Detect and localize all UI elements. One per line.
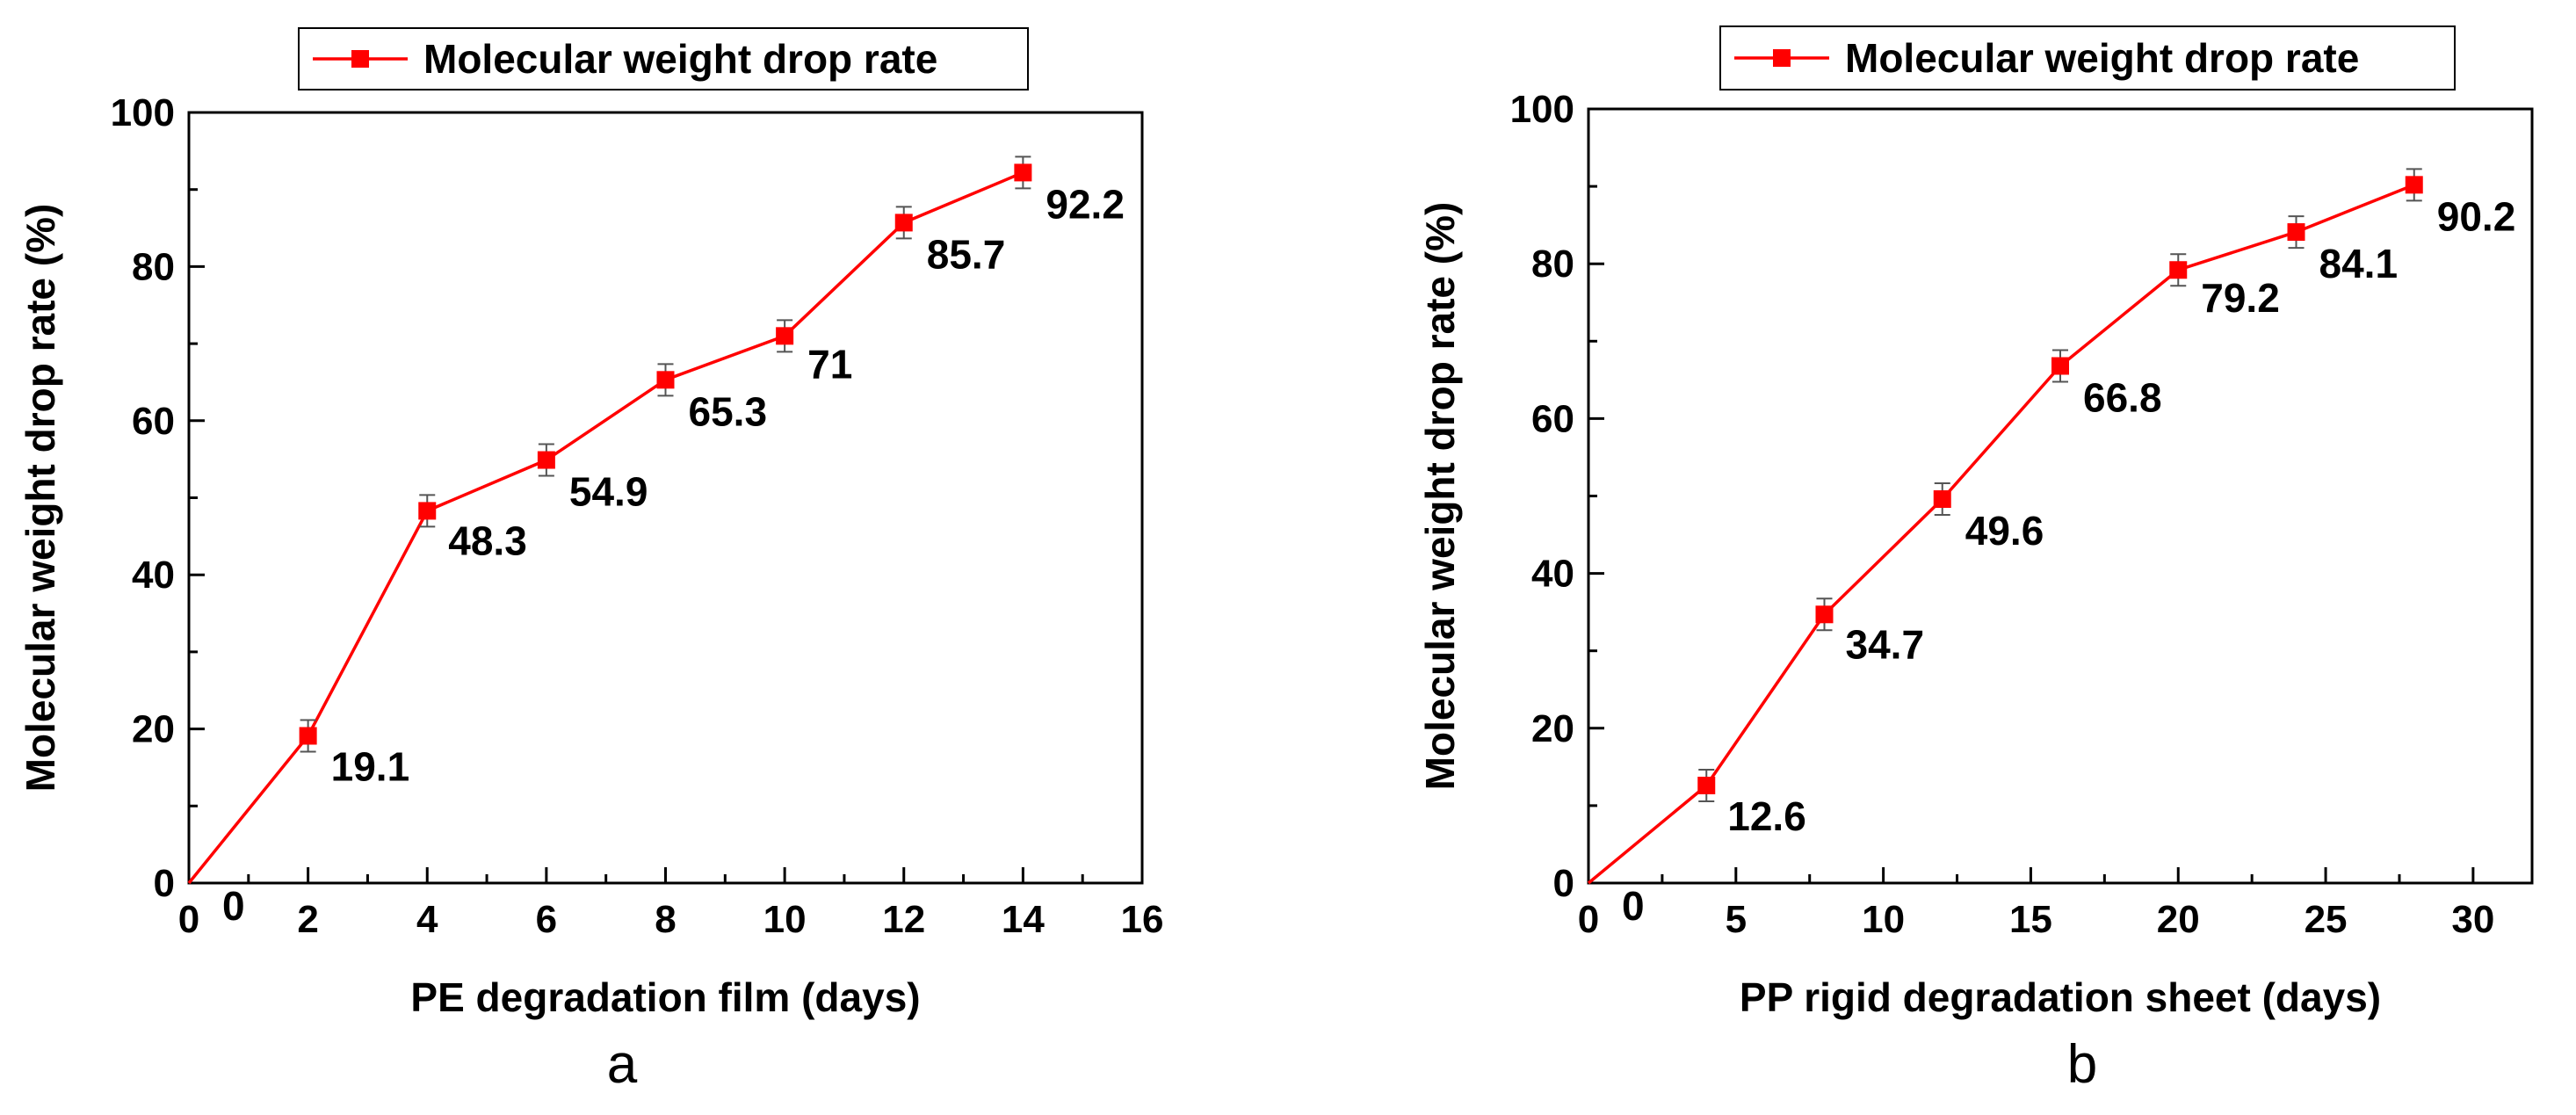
series-line [187,170,1024,885]
legend-marker [351,50,369,68]
data-point [1933,490,1951,509]
data-label: 0 [1622,883,1645,929]
data-label: 84.1 [2319,241,2399,286]
y-axis-title: Molecular weight drop rate (%) [1417,202,1463,791]
data-label: 85.7 [927,231,1006,277]
data-point [2169,261,2188,279]
data-label: 19.1 [331,743,410,789]
x-axis-title: PP rigid degradation sheet (days) [1740,974,2381,1020]
y-tick-label: 100 [111,91,175,134]
y-tick-label: 20 [1531,707,1574,750]
x-axis-title: PE degradation film (days) [410,974,920,1020]
y-tick-label: 40 [132,554,175,597]
data-label: 12.6 [1727,793,1806,839]
chart-panel-b: 0 5 10 15 20 25 30 0 20 40 60 80 100 PP rigid degrada… [1417,25,2534,1095]
y-axis-title: Molecular weight drop rate (%) [18,204,63,793]
x-tick-label: 0 [1578,898,1599,941]
x-tick-label: 15 [2009,898,2052,941]
y-tick-label: 20 [132,708,175,751]
legend-label: Molecular weight drop rate [423,36,937,82]
data-label: 71 [807,341,852,387]
x-tick-label: 12 [882,898,925,941]
y-tick-label: 40 [1531,553,1574,596]
x-tick-label: 16 [1121,898,1164,941]
x-tick-label: 4 [416,898,438,941]
y-tick-label: 80 [1531,243,1574,286]
x-tick-label: 30 [2451,898,2494,941]
y-tick-label: 0 [1553,862,1574,905]
chart-panel-a: 0 2 4 6 8 10 12 14 16 0 20 40 60 80 100 PE degradation … [18,27,1164,1095]
data-label: 65.3 [689,388,768,434]
data-label: 92.2 [1046,181,1125,227]
x-tick-label: 20 [2157,898,2200,941]
data-point [418,502,437,520]
legend-box [298,27,1029,91]
data-label: 90.2 [2437,193,2516,239]
data-label: 34.7 [1846,621,1925,667]
data-point [776,327,794,345]
y-tick-label: 100 [1510,88,1574,131]
data-point [1815,605,1834,624]
data-label: 49.6 [1965,508,2044,554]
data-label: 54.9 [569,469,648,515]
data-label: 79.2 [2201,275,2280,321]
legend-box [1719,25,2456,91]
y-tick-label: 60 [132,400,175,443]
data-point [894,214,913,232]
legend-label: Molecular weight drop rate [1845,35,2359,81]
panel-letter: a [607,1034,638,1095]
x-tick-label: 10 [1862,898,1905,941]
data-label: 66.8 [2083,374,2162,420]
data-label: 0 [222,883,245,929]
x-tick-label: 6 [536,898,557,941]
y-tick-label: 80 [132,245,175,288]
x-tick-label: 10 [763,898,807,941]
data-point [1697,776,1716,794]
x-tick-label: 5 [1726,898,1747,941]
x-tick-label: 25 [2305,898,2348,941]
x-tick-label: 14 [1002,898,1045,941]
data-point [1014,163,1032,182]
data-point [537,451,555,469]
y-tick-label: 0 [154,862,175,905]
data-point [2405,176,2423,194]
x-tick-label: 8 [655,898,676,941]
y-tick-label: 60 [1531,397,1574,440]
data-point [2051,357,2069,375]
plot-frame [1587,107,2534,885]
legend-marker [1773,49,1791,67]
data-point [656,371,675,389]
data-point [2287,223,2305,242]
data-label: 48.3 [448,518,527,563]
panel-letter: b [2067,1034,2097,1095]
series-line [1587,183,2415,885]
data-point [299,727,317,745]
x-tick-label: 0 [178,898,199,941]
x-tick-label: 2 [297,898,318,941]
